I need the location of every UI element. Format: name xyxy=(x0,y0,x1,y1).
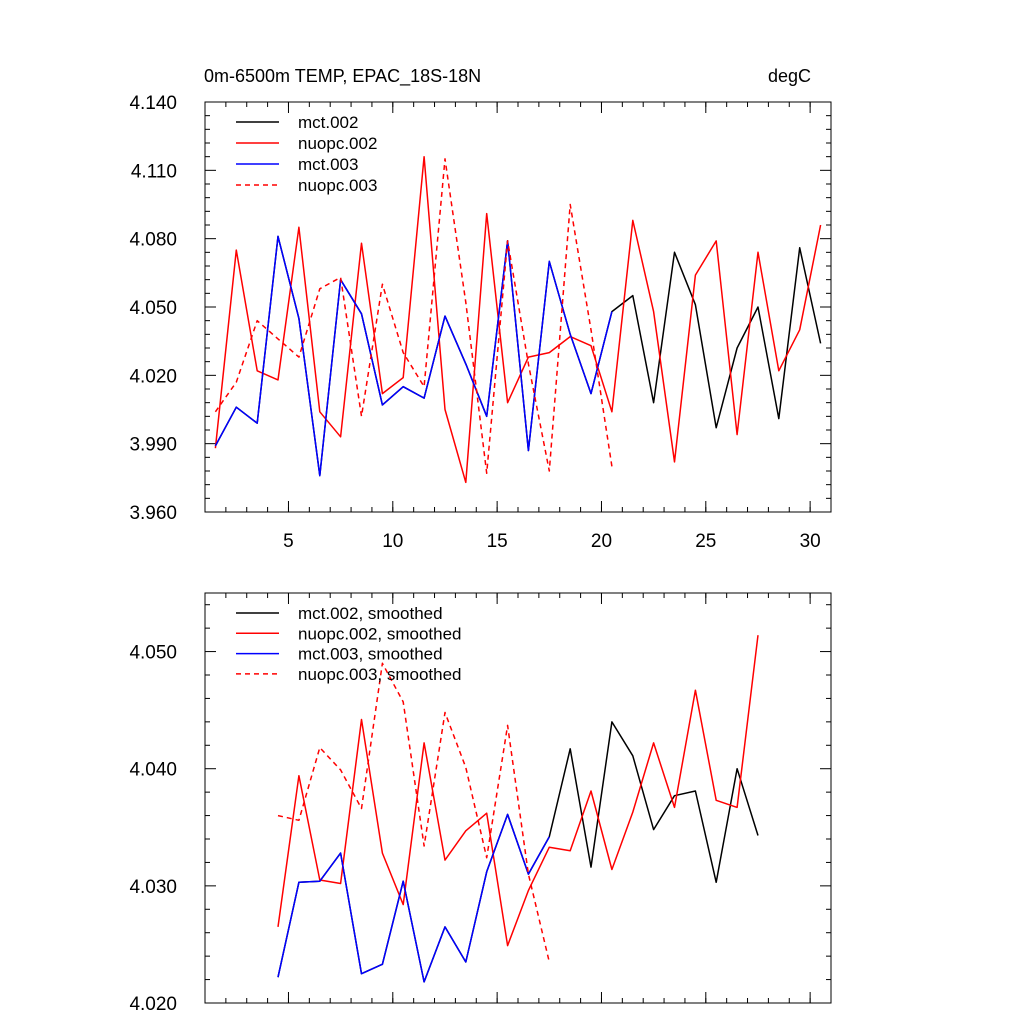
x-tick-label: 20 xyxy=(591,531,612,552)
x-tick-label: 10 xyxy=(382,531,403,552)
series-line-mct-003 xyxy=(214,235,613,477)
x-tick-label: 15 xyxy=(487,531,508,552)
y-tick-label: 4.030 xyxy=(129,877,177,898)
y-tick-label: 4.040 xyxy=(129,760,177,781)
series-line-nuopc-003-smoothed xyxy=(277,662,551,963)
series-line-mct-002-smoothed xyxy=(277,721,759,983)
chart-title: 0m-6500m TEMP, EPAC_18S-18N xyxy=(204,66,482,86)
y-tick-label: 4.050 xyxy=(129,298,177,319)
y-tick-label: 4.020 xyxy=(129,994,177,1015)
legend-label: mct.003 xyxy=(298,155,358,174)
legend-label: nuopc.002 xyxy=(298,134,377,153)
y-tick-label: 4.020 xyxy=(129,366,177,387)
y-tick-label: 3.960 xyxy=(129,503,177,524)
x-tick-label: 25 xyxy=(695,531,716,552)
y-tick-label: 3.990 xyxy=(129,435,177,456)
legend-label: nuopc.002, smoothed xyxy=(298,624,462,643)
y-tick-label: 4.050 xyxy=(129,643,177,664)
plot-panel-1: 5 10 15 20 25 30 3.960 3.990 4.020 4.050 4.080 4.11… xyxy=(129,93,832,552)
x-tick-label: 30 xyxy=(800,531,821,552)
y-tick-label: 4.110 xyxy=(131,161,177,182)
series-line-mct-002 xyxy=(214,235,822,477)
legend-label: mct.003, smoothed xyxy=(298,645,443,664)
legend-label: nuopc.003 xyxy=(298,176,377,195)
x-tick-label: 5 xyxy=(283,531,294,552)
legend-label: nuopc.003, smoothed xyxy=(298,665,462,684)
y-tick-label: 4.080 xyxy=(129,230,177,251)
series-line-nuopc-003 xyxy=(214,158,613,475)
units-label: degC xyxy=(768,66,812,86)
legend-label: mct.002 xyxy=(298,113,358,132)
legend-label: mct.002, smoothed xyxy=(298,604,443,623)
series-line-nuopc-002-smoothed xyxy=(277,635,759,947)
series-line-mct-003-smoothed xyxy=(277,813,550,983)
series-line-nuopc-002 xyxy=(214,155,822,484)
y-tick-label: 4.140 xyxy=(129,93,177,114)
